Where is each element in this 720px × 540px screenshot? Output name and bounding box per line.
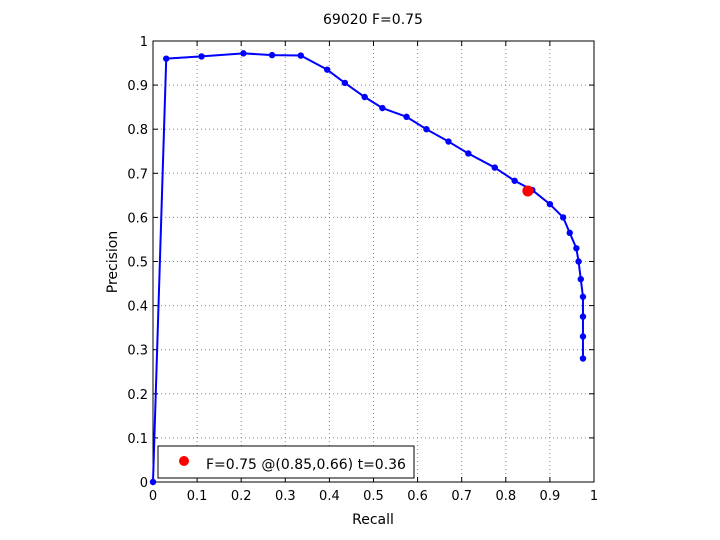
x-tick-label: 0: [149, 489, 157, 504]
pr-curve-point: [579, 355, 587, 362]
pr-curve-point: [163, 55, 170, 62]
pr-curve-point: [559, 214, 567, 221]
pr-curve-point: [575, 258, 582, 265]
pr-curve-point: [361, 93, 368, 101]
x-tick-label: 0.7: [451, 489, 472, 504]
pr-curve-point: [268, 51, 276, 59]
pr-curve-point: [323, 66, 331, 73]
x-tick-label: 0.9: [540, 489, 561, 504]
best-f-point: [522, 185, 534, 197]
x-tick-label: 0.6: [407, 489, 428, 504]
pr-curve-point: [403, 113, 410, 121]
x-tick-label: 0.3: [275, 489, 296, 504]
pr-curve-point: [491, 164, 498, 171]
y-tick-label: 0.4: [127, 300, 148, 315]
x-tick-label: 0.4: [319, 489, 340, 504]
y-tick-label: 0.9: [127, 79, 148, 94]
pr-curve-point: [579, 333, 587, 340]
pr-curve-point: [573, 245, 580, 252]
pr-curve-point: [465, 150, 472, 157]
grid: [153, 41, 594, 482]
plot-frame: [152, 40, 595, 483]
y-tick-label: 1: [140, 35, 148, 50]
pr-curve-point: [566, 229, 573, 237]
x-tick-label: 0.2: [231, 489, 252, 504]
pr-curve-point: [198, 53, 205, 60]
pr-curve-point: [240, 50, 247, 57]
legend: F=0.75 @(0.85,0.66) t=0.36: [157, 445, 415, 479]
pr-curve-point: [546, 200, 554, 208]
x-tick-label: 0.5: [363, 489, 384, 504]
x-tick-label: 1: [590, 489, 598, 504]
legend-marker: [179, 456, 189, 466]
pr-curve-point: [297, 52, 304, 59]
pr-curve-point: [511, 177, 518, 184]
legend-box: [157, 445, 415, 479]
axis-ticks: 0 0.1 0.2 0.3 0.4 0.5 0.6 0.7 0.8 0.9 1 0 0.1 0.2 0.3 0…: [127, 35, 598, 504]
x-tick-label: 0.8: [495, 489, 516, 504]
pr-curve-point: [445, 138, 452, 145]
pr-curve-point: [579, 293, 587, 300]
y-tick-label: 0.6: [127, 211, 148, 226]
y-tick-label: 0.2: [127, 388, 148, 403]
pr-curve-point: [579, 313, 587, 320]
series-layer: [149, 50, 587, 486]
x-tick-label: 0.1: [187, 489, 208, 504]
y-tick-label: 0.1: [127, 432, 148, 447]
pr-curve-point: [149, 478, 157, 486]
y-tick-label: 0.8: [127, 123, 148, 138]
y-tick-label: 0.7: [127, 167, 148, 182]
legend-label: F=0.75 @(0.85,0.66) t=0.36: [206, 457, 406, 473]
y-axis-label: Precision: [105, 231, 121, 293]
chart-title: 69020 F=0.75: [323, 12, 423, 28]
pr-curve-point: [341, 79, 349, 87]
pr-curve-point: [379, 104, 386, 112]
pr-curve-point: [577, 275, 584, 283]
y-tick-label: 0.5: [127, 256, 148, 271]
y-tick-label: 0: [140, 476, 148, 491]
x-axis-label: Recall: [352, 512, 394, 528]
y-tick-label: 0.3: [127, 344, 148, 359]
pr-curve-point: [423, 126, 430, 133]
